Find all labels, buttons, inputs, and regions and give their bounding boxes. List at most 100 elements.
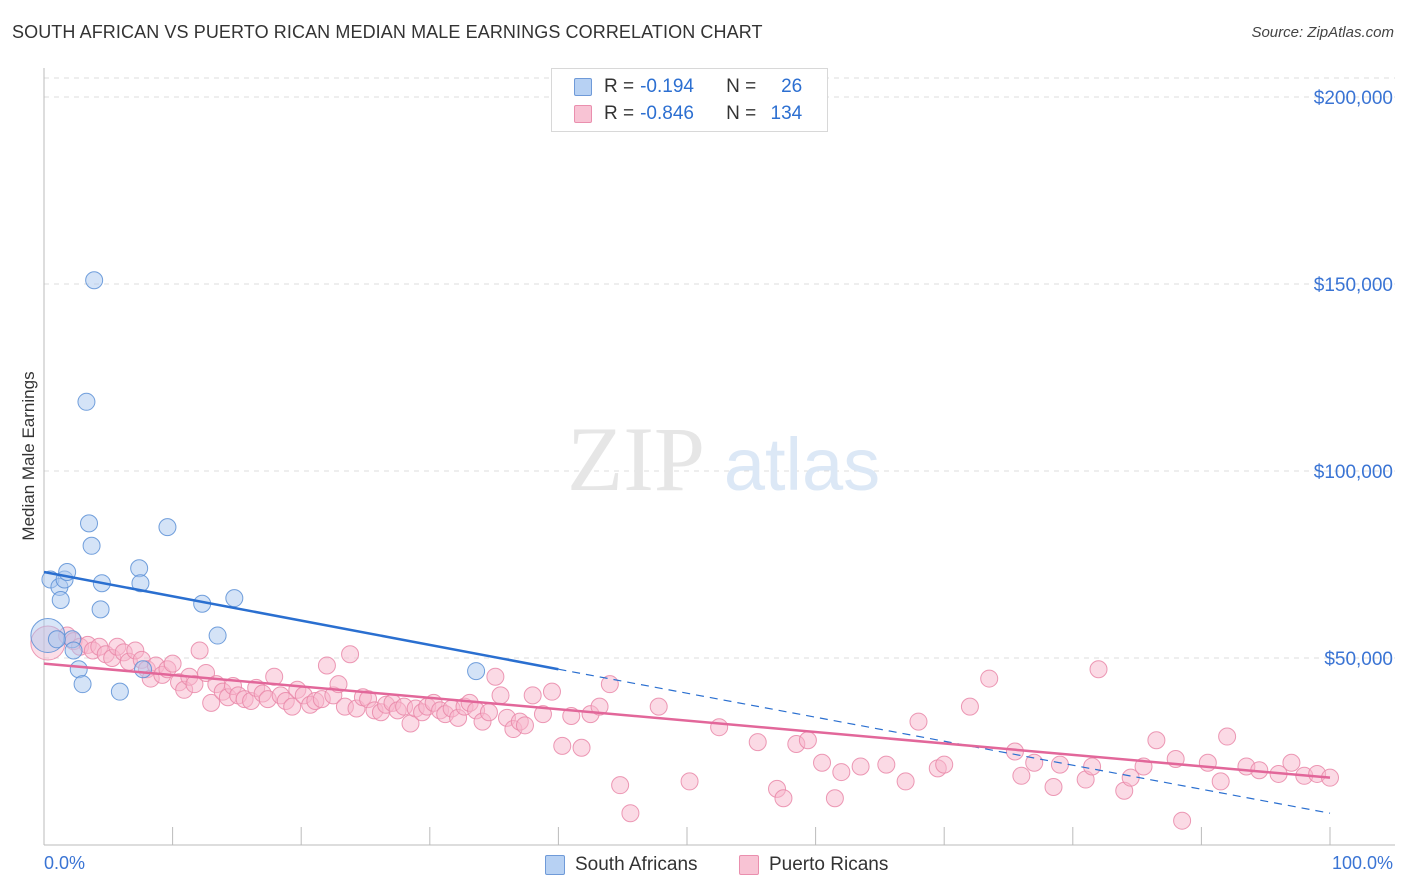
puerto-rican-point <box>825 789 844 808</box>
puerto-rican-point <box>935 755 954 774</box>
puerto-rican-point <box>611 776 630 795</box>
legend-n-value: 134 <box>770 103 803 124</box>
legend-r-label: R = <box>604 103 635 124</box>
south-african-point <box>225 589 244 608</box>
puerto-rican-point <box>185 675 204 694</box>
axes <box>43 68 1395 846</box>
puerto-rican-point <box>202 693 221 712</box>
puerto-rican-point <box>1083 757 1102 776</box>
south-african-point <box>91 600 110 619</box>
south-african-point <box>82 536 101 555</box>
south-african-points <box>30 271 486 701</box>
south-african-point <box>208 626 227 645</box>
puerto-rican-point <box>1147 731 1166 750</box>
puerto-rican-point <box>1282 753 1301 772</box>
south-african-point <box>77 392 96 411</box>
legend-swatch-south-african <box>574 78 592 96</box>
south-african-point <box>131 574 150 593</box>
south-african-point <box>110 682 129 701</box>
south-african-trend-extension <box>558 668 1331 814</box>
south-african-point <box>73 675 92 694</box>
south-african-point <box>467 662 486 681</box>
south-african-point <box>64 641 83 660</box>
puerto-rican-point <box>515 716 534 735</box>
puerto-rican-point <box>486 667 505 686</box>
puerto-rican-point <box>283 697 302 716</box>
puerto-rican-point <box>523 686 542 705</box>
puerto-rican-point <box>1025 753 1044 772</box>
puerto-rican-point <box>748 733 767 752</box>
puerto-rican-point <box>1218 727 1237 746</box>
legend-row-south-african: R = -0.194 N = 26 <box>574 75 802 99</box>
south-african-point <box>80 514 99 533</box>
puerto-rican-point <box>1211 772 1230 791</box>
puerto-rican-points <box>30 625 1339 830</box>
puerto-rican-point <box>980 669 999 688</box>
legend-r-value: -0.194 <box>640 76 694 97</box>
puerto-rican-point <box>590 697 609 716</box>
bottom-legend-puerto-rican: Puerto Ricans <box>739 852 888 878</box>
puerto-rican-point <box>190 641 209 660</box>
puerto-rican-point <box>960 697 979 716</box>
legend-r-value: -0.846 <box>640 103 694 124</box>
y-tick-label: $200,000 <box>1314 88 1393 109</box>
puerto-rican-point <box>813 753 832 772</box>
legend-n-label: N = <box>726 76 757 97</box>
puerto-rican-point <box>621 804 640 823</box>
south-african-point <box>51 591 70 610</box>
puerto-rican-point <box>1050 755 1069 774</box>
puerto-rican-point <box>341 645 360 664</box>
puerto-rican-point <box>533 705 552 724</box>
y-tick-label: $150,000 <box>1314 275 1393 296</box>
watermark-atlas: atlas <box>724 423 880 506</box>
puerto-rican-point <box>542 682 561 701</box>
puerto-rican-point <box>851 757 870 776</box>
puerto-rican-point <box>317 656 336 675</box>
south-african-point <box>69 660 88 679</box>
puerto-rican-point <box>1044 778 1063 797</box>
legend-r-label: R = <box>604 76 635 97</box>
legend-swatch-puerto-rican <box>574 105 592 123</box>
bottom-swatch-south-african <box>545 855 565 875</box>
puerto-rican-point <box>572 738 591 757</box>
y-tick-labels: $50,000 $100,000 $150,000 $200,000 <box>1314 88 1393 670</box>
legend-row-puerto-rican: R = -0.846 N = 134 <box>574 102 802 126</box>
puerto-rican-point <box>896 772 915 791</box>
legend-n-label: N = <box>726 103 757 124</box>
trend-lines <box>43 570 1331 814</box>
south-african-point <box>158 518 177 537</box>
puerto-rican-point <box>832 763 851 782</box>
bottom-swatch-puerto-rican <box>739 855 759 875</box>
puerto-rican-point <box>1012 766 1031 785</box>
south-african-point <box>85 271 104 290</box>
puerto-rican-point <box>479 703 498 722</box>
source-label: Source: ZipAtlas.com <box>1251 24 1394 41</box>
puerto-rican-point <box>798 731 817 750</box>
puerto-rican-point <box>877 755 896 774</box>
puerto-rican-point <box>1173 811 1192 830</box>
puerto-rican-point <box>1089 660 1108 679</box>
puerto-rican-trend-line <box>43 662 1331 779</box>
y-tick-label: $100,000 <box>1314 462 1393 483</box>
puerto-rican-point <box>1198 753 1217 772</box>
south-african-point <box>134 660 153 679</box>
y-tick-label: $50,000 <box>1324 649 1393 670</box>
watermark-zip: ZIP <box>567 408 705 510</box>
puerto-rican-point <box>491 686 510 705</box>
x-tick-label-min: 0.0% <box>44 853 85 873</box>
chart-title: SOUTH AFRICAN VS PUERTO RICAN MEDIAN MAL… <box>12 22 763 42</box>
puerto-rican-point <box>553 736 572 755</box>
y-axis-label: Median Male Earnings <box>19 371 38 540</box>
bottom-legend-label-south-african: South Africans <box>575 854 698 875</box>
puerto-rican-point <box>649 697 668 716</box>
grid-lines <box>44 77 1395 659</box>
south-african-trend-line <box>43 570 559 671</box>
puerto-rican-point <box>909 712 928 731</box>
south-african-point <box>47 630 66 649</box>
bottom-legend-label-puerto-rican: Puerto Ricans <box>769 854 889 875</box>
correlation-legend: R = -0.194 N = 26 R = -0.846 N = 134 <box>551 68 828 132</box>
puerto-rican-point <box>163 654 182 673</box>
puerto-rican-point <box>680 772 699 791</box>
puerto-rican-point <box>710 718 729 737</box>
